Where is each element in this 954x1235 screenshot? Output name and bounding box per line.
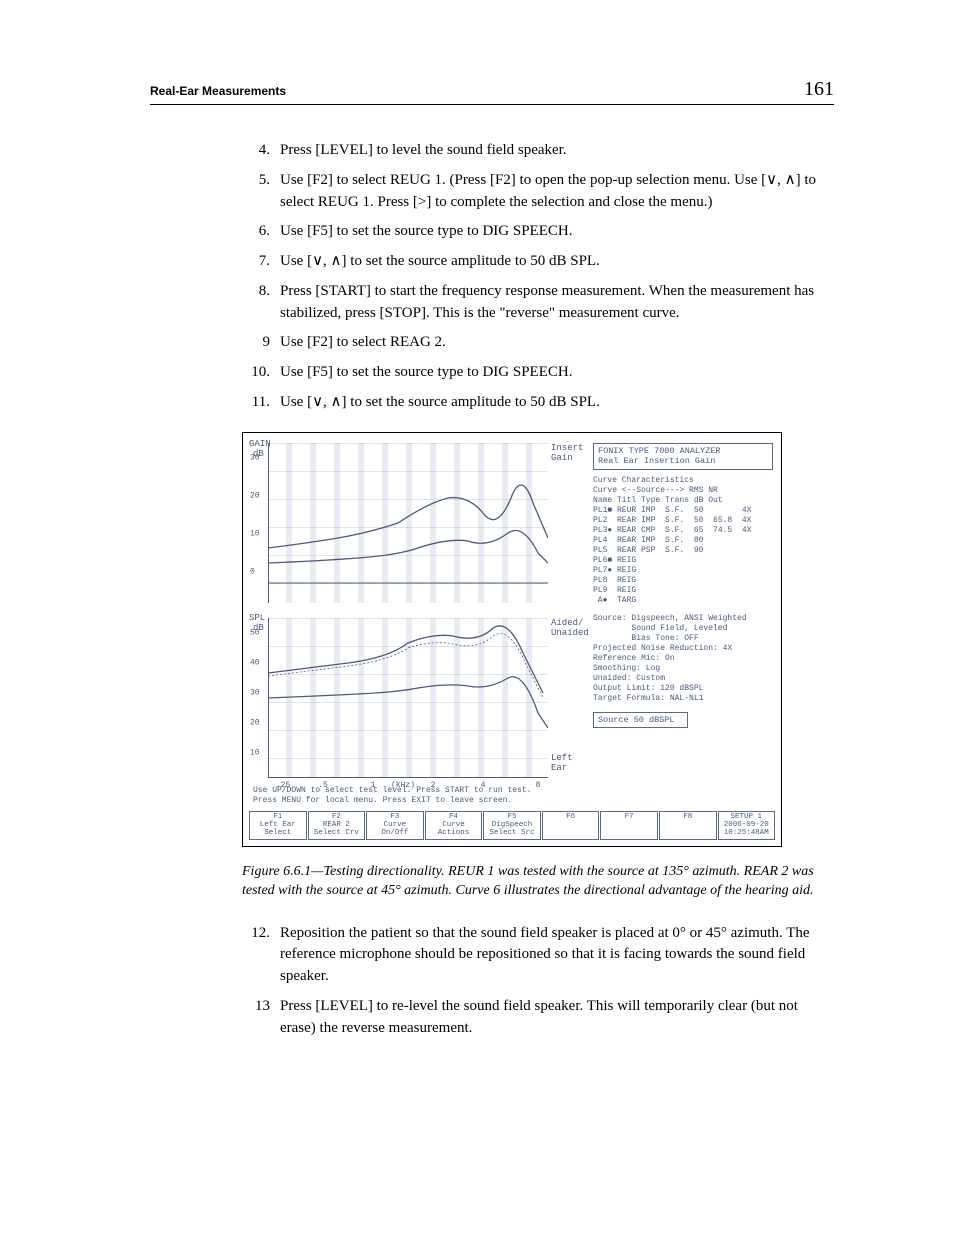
spl-right-2: Unaided	[551, 628, 589, 638]
list-text: Use [F2] to select REAG 2.	[280, 332, 834, 354]
fkey-F8[interactable]: F8	[659, 811, 717, 840]
list-item: 5.Use [F2] to select REUG 1. (Press [F2]…	[242, 170, 834, 214]
figure-6-6-1: GAIN dB 3020100 Insert Gain SPL dB	[242, 432, 782, 847]
list-number: 5.	[242, 170, 270, 214]
list-text: Press [START] to start the frequency res…	[280, 281, 834, 325]
spl-label: SPL	[249, 613, 265, 623]
curve-row: PL1■ REUR IMP S.F. 50 4X	[593, 506, 773, 516]
fkey-F2[interactable]: F2REAR 2Select Crv	[308, 811, 366, 840]
figure-caption: Figure 6.6.1—Testing directionality. REU…	[242, 862, 834, 901]
y-tick: 20	[250, 718, 260, 727]
setting-row: Smoothing: Log	[593, 664, 773, 674]
fkey-setup[interactable]: SETUP 12006-09-2010:25:48AM	[718, 811, 776, 840]
setting-row: Reference Mic: On	[593, 654, 773, 664]
y-tick: 50	[250, 628, 260, 637]
list-number: 13	[242, 996, 270, 1040]
list-text: Press [LEVEL] to level the sound field s…	[280, 140, 834, 162]
fkey-F4[interactable]: F4CurveActions	[425, 811, 483, 840]
spl-right-1: Aided/	[551, 618, 583, 628]
curve-row: PL5 REAR PSP S.F. 90	[593, 546, 773, 556]
gain-right-1: Insert	[551, 443, 583, 453]
fkey-F5[interactable]: F5DigSpeechSelect Src	[483, 811, 541, 840]
x-tick: 8	[536, 781, 541, 790]
y-tick: 30	[250, 688, 260, 697]
y-tick: 10	[250, 529, 260, 538]
list-item: 13Press [LEVEL] to re-level the sound fi…	[242, 996, 834, 1040]
curve-row: PL9 REIG	[593, 586, 773, 596]
source-box: Source 50 dBSPL	[593, 712, 688, 729]
page-header: Real-Ear Measurements 161	[150, 78, 834, 105]
curve-row: PL4 REAR IMP S.F. 80	[593, 536, 773, 546]
page-number: 161	[804, 78, 834, 101]
setting-row: Output Limit: 120 dBSPL	[593, 684, 773, 694]
list-number: 12.	[242, 923, 270, 988]
gain-right-2: Gain	[551, 453, 573, 463]
list-number: 10.	[242, 362, 270, 384]
list-number: 11.	[242, 392, 270, 414]
fkey-row: F1Left EarSelectF2REAR 2Select CrvF3Curv…	[249, 811, 775, 840]
curve-header: Curve Characteristics Curve <--Source---…	[593, 476, 773, 506]
list-item: 10. Use [F5] to set the source type to DI…	[242, 362, 834, 384]
list-text: Use [F2] to select REUG 1. (Press [F2] t…	[280, 170, 834, 214]
fkey-F1[interactable]: F1Left EarSelect	[249, 811, 307, 840]
list-item: 6. Use [F5] to set the source type to DIG…	[242, 221, 834, 243]
curve-row: PL6■ REIG	[593, 556, 773, 566]
fkey-F6[interactable]: F6	[542, 811, 600, 840]
curve-row: A● TARG	[593, 596, 773, 606]
list-item: 4. Press [LEVEL] to level the sound field…	[242, 140, 834, 162]
setting-row: Unaided: Custom	[593, 674, 773, 684]
setting-row: Target Formula: NAL-NL1	[593, 694, 773, 704]
list-text: Press [LEVEL] to re-level the sound fiel…	[280, 996, 834, 1040]
setting-row: Sound Field, Leveled	[593, 624, 773, 634]
curve-row: PL8 REIG	[593, 576, 773, 586]
list-number: 7.	[242, 251, 270, 273]
list-text: Use [∨, ∧] to set the source amplitude t…	[280, 392, 834, 414]
info-panel: FONIX TYPE 7000 ANALYZER Real Ear Insert…	[593, 443, 773, 735]
list-text: Use [∨, ∧] to set the source amplitude t…	[280, 251, 834, 273]
list-item: 7. Use [∨, ∧] to set the source amplitude…	[242, 251, 834, 273]
gain-chart: 3020100	[268, 443, 548, 603]
spl-right-3: Left	[551, 753, 573, 763]
list-number: 8.	[242, 281, 270, 325]
y-tick: 20	[250, 491, 260, 500]
y-tick: 0	[250, 567, 255, 576]
list-text: Use [F5] to set the source type to DIG S…	[280, 362, 834, 384]
curve-row: PL2 REAR IMP S.F. 50 65.8 4X	[593, 516, 773, 526]
list-item: 9 Use [F2] to select REAG 2.	[242, 332, 834, 354]
list-text: Use [F5] to set the source type to DIG S…	[280, 221, 834, 243]
spl-chart: 5040302010 .25.51(kHz)248	[268, 618, 548, 778]
curve-row: PL7● REIG	[593, 566, 773, 576]
curve-row: PL3● REAR CMP S.F. 65 74.5 4X	[593, 526, 773, 536]
y-tick: 30	[250, 453, 260, 462]
fkey-F3[interactable]: F3CurveOn/Off	[366, 811, 424, 840]
header-title: Real-Ear Measurements	[150, 84, 286, 98]
list-text: Reposition the patient so that the sound…	[280, 923, 834, 988]
analyzer-title-box: FONIX TYPE 7000 ANALYZER Real Ear Insert…	[593, 443, 773, 470]
settings-list: Source: Digspeech, ANSI Weighted Sound F…	[593, 614, 773, 704]
instruction-text: Use UP/DOWN to select test level. Press …	[253, 786, 531, 805]
spl-right-4: Ear	[551, 763, 567, 773]
curve-table: PL1■ REUR IMP S.F. 50 4XPL2 REAR IMP S.F…	[593, 506, 773, 606]
list-item: 12. Reposition the patient so that the so…	[242, 923, 834, 988]
list-number: 4.	[242, 140, 270, 162]
list-item: 11. Use [∨, ∧] to set the source amplitud…	[242, 392, 834, 414]
setting-row: Source: Digspeech, ANSI Weighted	[593, 614, 773, 624]
setting-row: Projected Noise Reduction: 4X	[593, 644, 773, 654]
fkey-F7[interactable]: F7	[600, 811, 658, 840]
list-number: 9	[242, 332, 270, 354]
list-item: 8.Press [START] to start the frequency r…	[242, 281, 834, 325]
y-tick: 40	[250, 658, 260, 667]
list-number: 6.	[242, 221, 270, 243]
y-tick: 10	[250, 748, 260, 757]
setting-row: Bias Tone: OFF	[593, 634, 773, 644]
